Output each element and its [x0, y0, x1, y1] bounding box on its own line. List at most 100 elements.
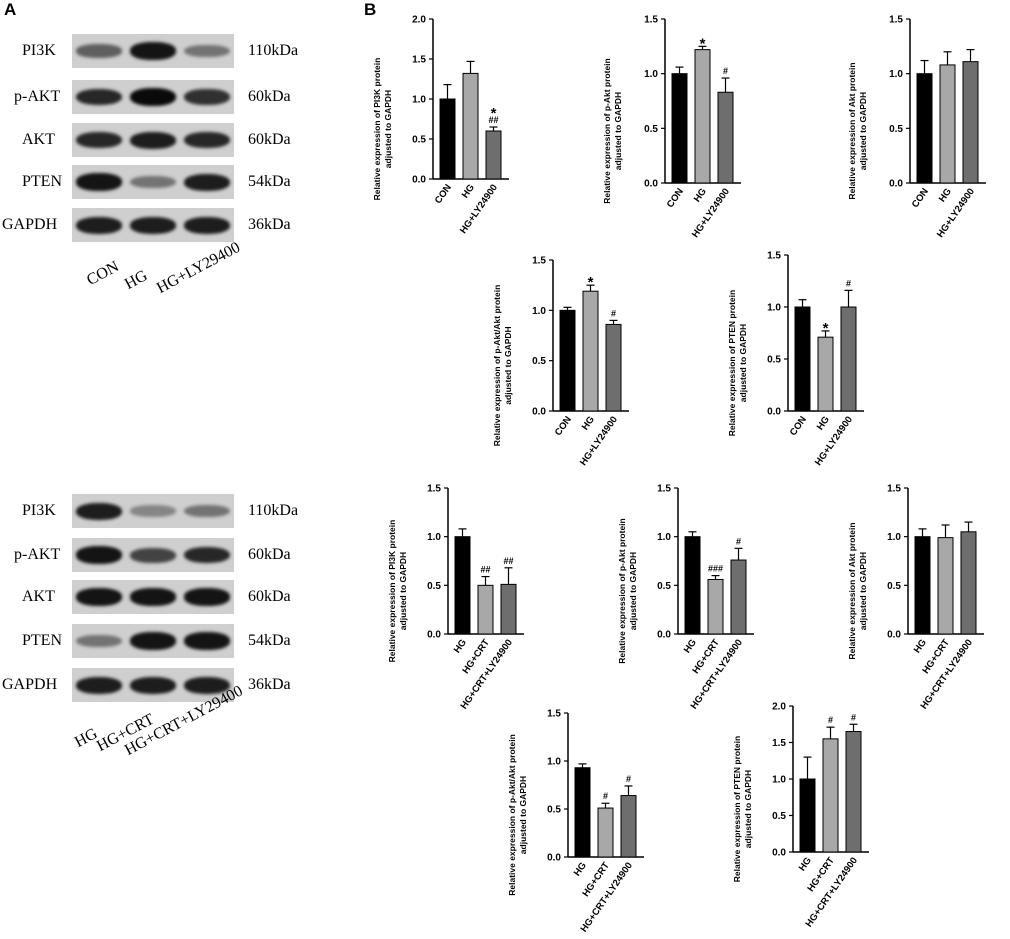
y-axis-label: adjusted to GAPDH [858, 92, 868, 170]
blot-kda-label: 110kDa [248, 502, 299, 519]
y-tick-label: 1.0 [412, 95, 426, 106]
x-tick-label: HG [692, 186, 709, 204]
y-axis-label: adjusted to GAPDH [503, 326, 513, 404]
y-tick-label: 0.5 [644, 124, 658, 135]
blot-band [184, 131, 230, 149]
blot-kda-label: 54kDa [248, 173, 291, 190]
bar [500, 583, 517, 635]
x-tick-label: HG [912, 637, 929, 655]
chart-pakt-crt: 0.0 0.5 1.0 1.5 Relative expression of p-Akt… [617, 484, 754, 711]
x-tick-label: CON [433, 182, 454, 206]
x-tick-label: CON [553, 414, 574, 438]
blot-row-label: PTEN [22, 632, 62, 649]
y-axis-label: adjusted to GAPDH [398, 552, 408, 630]
significance-marker: # [723, 66, 728, 76]
blot-band [76, 634, 122, 648]
blot-kda-label: 110kDa [248, 42, 299, 59]
blot-kda-label: 60kDa [248, 588, 291, 605]
blot-kda-label: 60kDa [248, 546, 291, 563]
x-tick-label: HG [815, 414, 832, 432]
y-axis-label: Relative expression of PI3K protein [372, 58, 382, 201]
y-tick-label: 1.0 [657, 532, 671, 543]
bar [574, 767, 591, 858]
x-tick-label: HG [797, 855, 814, 873]
blot-row-label: PI3K [22, 502, 56, 519]
y-tick-label: 1.5 [547, 709, 561, 720]
blot-kda-label: 60kDa [248, 131, 291, 148]
blot-row-label: AKT [22, 588, 55, 605]
blot-row-label: AKT [22, 131, 55, 148]
blot-band [130, 42, 176, 60]
y-tick-label: 1.5 [657, 484, 671, 495]
y-tick-label: 0.0 [887, 630, 901, 641]
blot-band [76, 131, 122, 149]
chart-pten-ly: 0.0 0.5 1.0 1.5 Relative expression of PTEN … [727, 251, 864, 468]
y-axis-label: Relative expression of p-Akt protein [617, 518, 627, 663]
blot-row-label: GAPDH [2, 676, 58, 693]
y-tick-label: 0.5 [547, 805, 561, 816]
y-tick-label: 0.0 [412, 175, 426, 186]
blot-band [76, 88, 122, 106]
blot-band [76, 502, 122, 520]
blot-strip [72, 165, 234, 199]
x-tick-label: HG [572, 860, 589, 878]
blot-band [130, 175, 176, 189]
blot-band [130, 88, 176, 106]
bar [939, 64, 956, 184]
y-tick-label: 1.0 [532, 306, 546, 317]
y-axis-label: adjusted to GAPDH [383, 90, 393, 168]
bar [694, 49, 711, 184]
significance-marker: * [588, 274, 594, 291]
x-tick-label: CON [910, 186, 931, 210]
y-tick-label: 1.5 [644, 15, 658, 26]
x-tick-label: CON [665, 186, 686, 210]
chart-pi3k-ly: 0.0 0.5 1.0 1.5 2.0 Relative expression of PI… [372, 15, 509, 236]
blot-row-label: p-AKT [14, 546, 61, 563]
bar [962, 61, 979, 184]
y-tick-label: 0.0 [767, 407, 781, 418]
significance-marker: # [846, 278, 851, 288]
y-axis-label: Relative expression of p-Akt protein [602, 58, 612, 203]
y-axis-label: Relative expression of PI3K protein [387, 520, 397, 663]
y-tick-label: 1.0 [547, 757, 561, 768]
blot-band [184, 216, 230, 234]
y-tick-label: 1.5 [767, 251, 781, 262]
bar [707, 578, 724, 635]
bar [605, 323, 622, 412]
x-tick-label: HG [580, 414, 597, 432]
significance-marker: ## [488, 115, 498, 125]
y-tick-label: 0.0 [547, 853, 561, 864]
bar [960, 531, 977, 635]
y-axis-label: Relative expression of PTEN protein [732, 736, 742, 882]
y-tick-label: 1.5 [427, 484, 441, 495]
y-tick-label: 1.0 [772, 775, 786, 786]
blot-band [76, 588, 122, 606]
bar [671, 73, 688, 184]
y-tick-label: 0.5 [772, 811, 786, 822]
blot-strip [72, 538, 234, 572]
blot-band [76, 546, 122, 564]
blot-strip [72, 123, 234, 157]
x-tick-label: HG [937, 186, 954, 204]
y-tick-label: 0.0 [889, 179, 903, 190]
y-tick-label: 0.0 [657, 630, 671, 641]
bar [559, 309, 576, 412]
bar [684, 536, 701, 635]
blot-band [184, 588, 230, 606]
chart-pi3k-crt: 0.0 0.5 1.0 1.5 Relative expression of PI3K … [387, 484, 524, 711]
blot-band [184, 504, 230, 518]
y-tick-label: 2.0 [412, 15, 426, 26]
y-tick-label: 0.0 [532, 407, 546, 418]
blot-band [130, 505, 176, 517]
bar [794, 306, 811, 412]
y-tick-label: 0.5 [889, 124, 903, 135]
chart-pten-crt: 0.0 0.5 1.0 1.5 2.0 Relative expression of PT… [732, 702, 869, 929]
bar [454, 536, 471, 635]
blot-band [130, 588, 176, 606]
bar [477, 584, 494, 635]
y-axis-label: Relative expression of p-Akt/Akt protein [507, 734, 517, 896]
blot-strip [72, 494, 234, 528]
y-axis-label: adjusted to GAPDH [738, 324, 748, 402]
significance-marker: ## [503, 556, 513, 566]
bar [845, 731, 862, 853]
